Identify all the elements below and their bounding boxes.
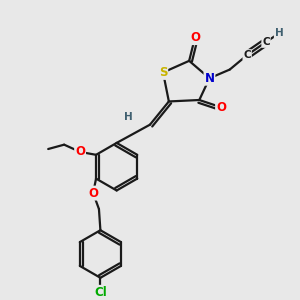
- Text: C: C: [243, 50, 251, 60]
- Text: H: H: [275, 28, 284, 38]
- Text: Cl: Cl: [94, 286, 107, 299]
- Text: O: O: [190, 31, 200, 44]
- Text: N: N: [205, 72, 214, 85]
- Text: C: C: [262, 37, 270, 47]
- Text: H: H: [124, 112, 133, 122]
- Text: O: O: [216, 101, 226, 114]
- Text: O: O: [75, 146, 85, 158]
- Text: S: S: [159, 66, 167, 79]
- Text: O: O: [88, 187, 98, 200]
